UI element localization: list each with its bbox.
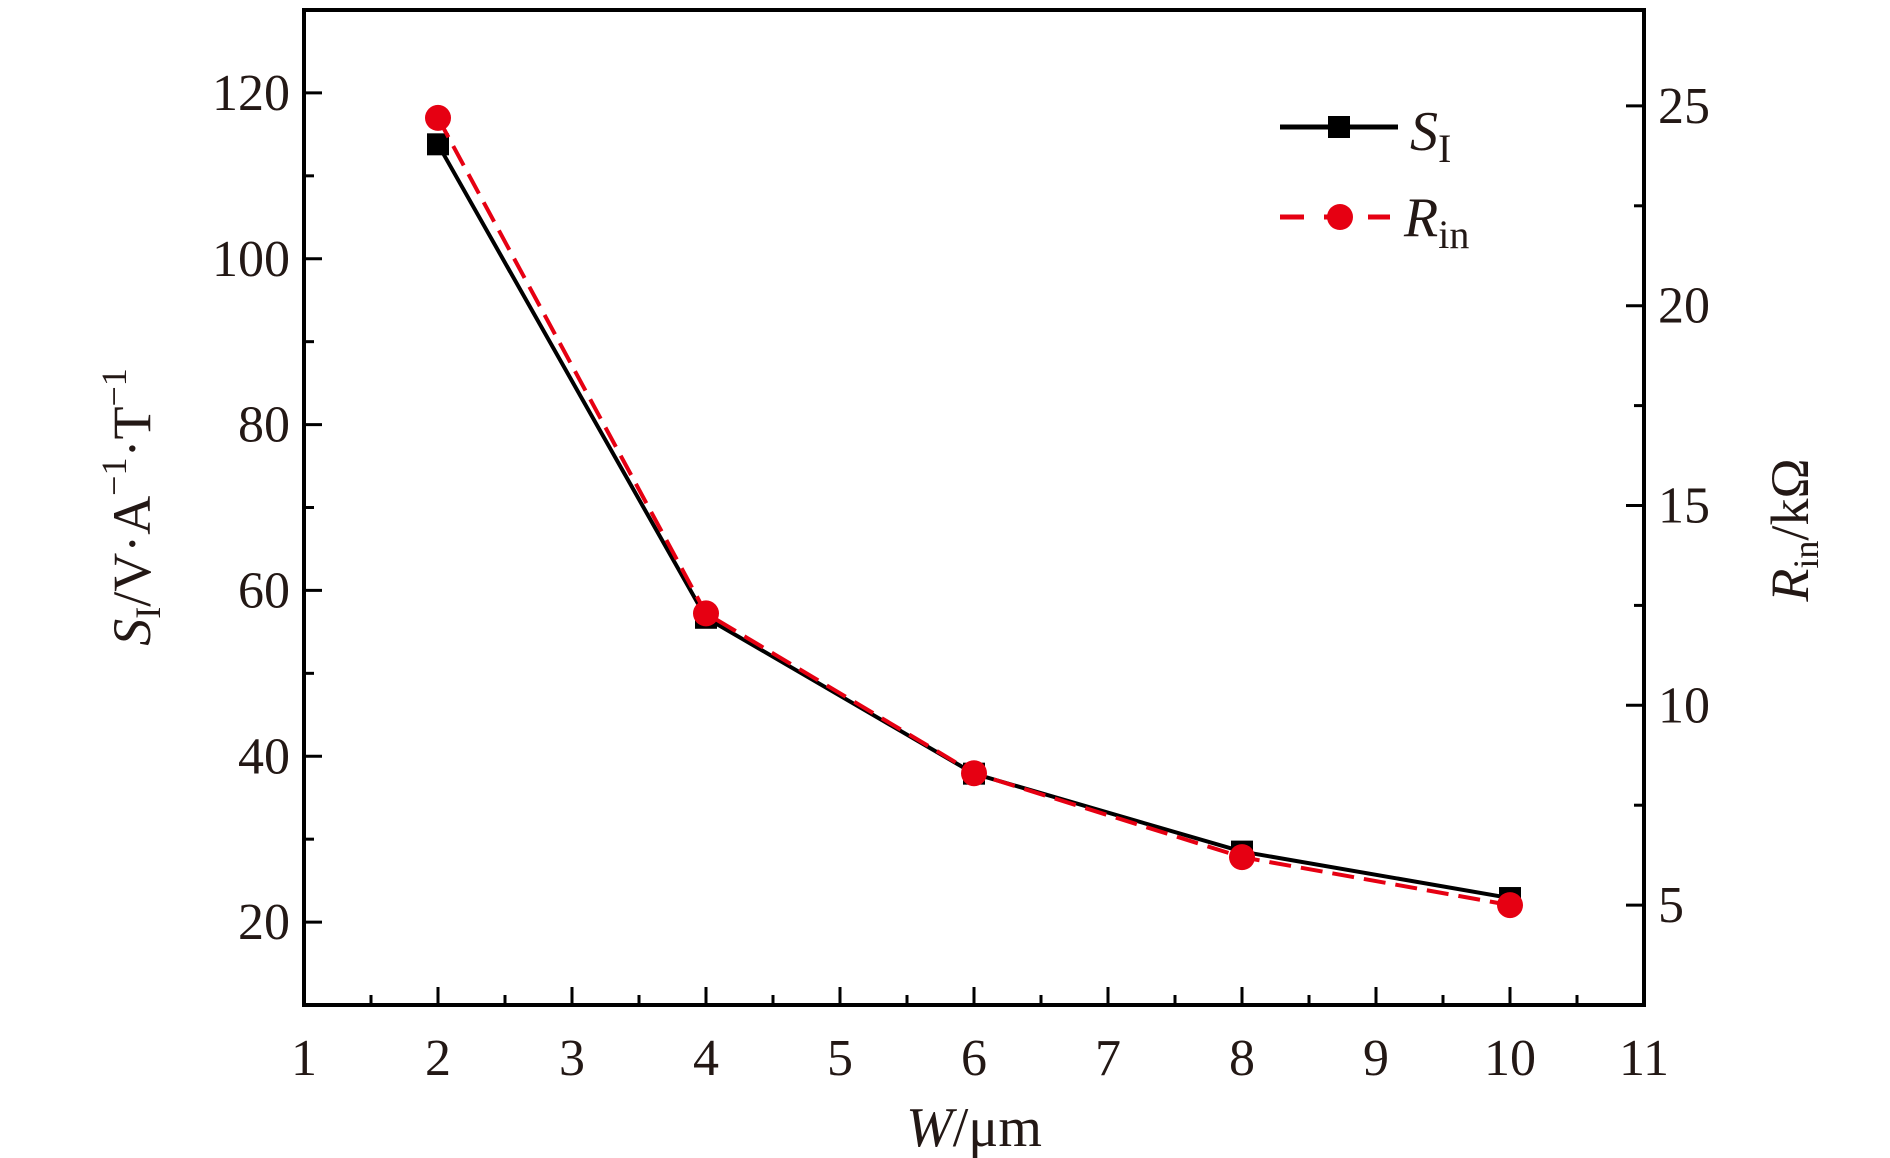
y-right-tick-label: 25 [1658,78,1710,135]
data-point-square [427,133,449,156]
y-right-tick-label: 15 [1658,478,1710,535]
y-left-tick-label: 80 [238,397,290,454]
data-point-circle [693,600,719,627]
legend: SI Rin [1280,101,1469,257]
legend-marker-circle-icon [1327,204,1353,230]
y-left-tick-label: 60 [238,562,290,619]
y-axis-label-right: Rin/kΩ [1760,458,1826,602]
x-tick-label: 4 [693,1030,719,1087]
x-tick-label: 2 [425,1030,451,1087]
x-tick-label: 5 [827,1030,853,1087]
x-tick-label: 8 [1229,1030,1255,1087]
y-right-tick-label: 5 [1658,877,1684,934]
x-tick-label: 6 [961,1030,987,1087]
x-tick-label: 9 [1363,1030,1389,1087]
x-tick-label: 3 [559,1030,585,1087]
data-point-circle [961,760,987,787]
y-left-tick-label: 20 [238,894,290,951]
data-point-circle [425,104,451,131]
y-left-tick-label: 100 [212,231,290,288]
data-point-circle [1497,892,1523,919]
x-axis-label: W/μm [906,1097,1042,1158]
x-tick-label: 11 [1619,1030,1669,1087]
y-right-tick-label: 10 [1658,677,1710,734]
y-left-tick-label: 120 [212,65,290,122]
y-right-tick-label: 20 [1658,278,1710,335]
y-left-tick-label: 40 [238,728,290,785]
legend-label-si: SI [1410,101,1451,171]
legend-label-rin: Rin [1403,187,1469,257]
data-point-circle [1229,844,1255,871]
y-axis-label-left: SI/V·A−1·T−1 [94,368,168,646]
x-tick-label: 7 [1095,1030,1121,1087]
series-line-rin [436,116,1511,908]
x-tick-label: 1 [291,1030,317,1087]
legend-marker-square-icon [1328,116,1350,138]
x-tick-label: 10 [1484,1030,1536,1087]
